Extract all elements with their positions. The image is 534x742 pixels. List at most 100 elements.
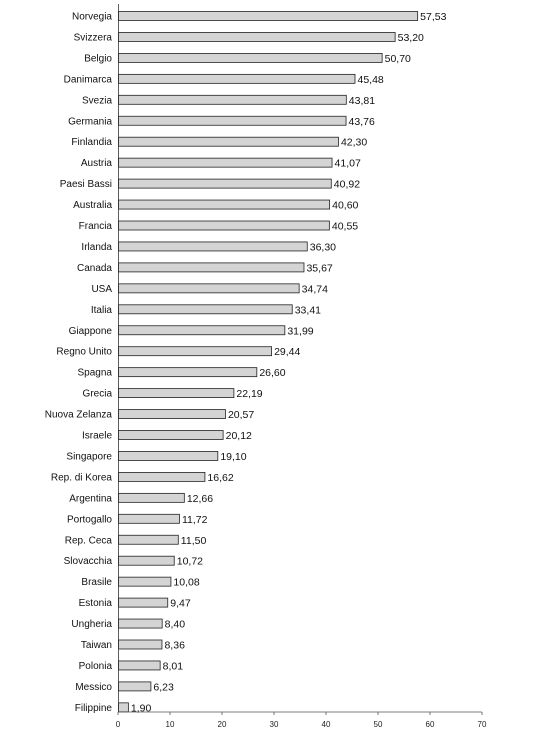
value-label: 8,36 xyxy=(164,640,185,652)
value-label: 43,81 xyxy=(349,95,375,107)
value-label: 29,44 xyxy=(274,346,300,358)
value-label: 43,76 xyxy=(349,116,375,128)
category-label: Austria xyxy=(81,158,113,169)
bar xyxy=(118,11,419,21)
x-axis: 0 10 20 30 40 50 60 70 xyxy=(116,4,487,729)
bar xyxy=(118,639,163,650)
category-label: Germania xyxy=(68,116,112,127)
bar xyxy=(118,409,226,419)
value-label: 8,40 xyxy=(165,619,186,631)
value-label: 45,48 xyxy=(358,74,384,86)
category-label: Polonia xyxy=(79,661,113,672)
category-label: Israele xyxy=(82,431,112,442)
bar xyxy=(118,430,224,440)
bar xyxy=(118,325,286,336)
value-label: 57,53 xyxy=(420,11,446,23)
category-label: Portogallo xyxy=(67,514,112,525)
value-label: 11,50 xyxy=(181,535,207,547)
category-label: Ungheria xyxy=(71,619,112,630)
value-label: 10,72 xyxy=(177,556,203,568)
value-label: 16,62 xyxy=(207,472,233,484)
bar xyxy=(118,136,339,147)
category-label: Svezia xyxy=(82,95,112,106)
category-label: Grecia xyxy=(83,389,113,400)
bar xyxy=(118,492,185,503)
bar xyxy=(118,618,163,629)
category-label: Brasile xyxy=(81,577,112,588)
x-tick-label: 0 xyxy=(116,720,121,729)
category-label: Canada xyxy=(77,263,112,274)
bar xyxy=(118,157,333,168)
bar xyxy=(118,241,308,252)
bar xyxy=(118,304,293,315)
value-label: 8,01 xyxy=(163,660,184,672)
value-label: 6,23 xyxy=(153,681,174,693)
bar xyxy=(118,534,179,545)
bar xyxy=(118,388,235,399)
bar xyxy=(118,367,258,378)
bar xyxy=(118,178,332,189)
value-label: 31,99 xyxy=(287,325,313,337)
category-label: Rep. Ceca xyxy=(65,535,113,546)
bar xyxy=(118,681,152,692)
x-tick-label: 20 xyxy=(218,720,227,729)
value-label: 9,47 xyxy=(170,598,191,610)
x-tick-label: 30 xyxy=(270,720,279,729)
bar xyxy=(118,220,330,231)
category-label: Singapore xyxy=(66,451,112,462)
value-label: 20,57 xyxy=(228,409,254,421)
x-tick-label: 50 xyxy=(374,720,383,729)
bar xyxy=(118,32,396,42)
bar xyxy=(118,53,383,63)
bar xyxy=(118,73,356,84)
bar xyxy=(118,597,169,608)
category-label: Messico xyxy=(75,682,112,693)
value-label: 33,41 xyxy=(295,304,321,316)
x-tick-label: 40 xyxy=(322,720,331,729)
bars-group xyxy=(118,11,419,713)
x-tick-label: 70 xyxy=(478,720,487,729)
x-tick-label: 60 xyxy=(426,720,435,729)
value-label: 36,30 xyxy=(310,241,336,253)
category-label: Rep. di Korea xyxy=(51,472,113,483)
category-label: Slovacchia xyxy=(64,556,113,567)
bar xyxy=(118,283,300,294)
bar xyxy=(118,660,161,671)
category-label: Belgio xyxy=(84,53,112,64)
category-labels-group: Norvegia Svizzera Belgio Danimarca Svezia Ger… xyxy=(45,12,113,714)
bar xyxy=(118,555,175,566)
bar xyxy=(118,576,172,587)
category-label: Filippine xyxy=(75,703,113,714)
category-label: Svizzera xyxy=(74,32,113,43)
value-label: 41,07 xyxy=(335,158,361,170)
category-label: Italia xyxy=(91,305,113,316)
bar xyxy=(118,262,305,273)
value-label: 26,60 xyxy=(259,367,285,379)
category-label: Norvegia xyxy=(72,12,112,23)
category-label: Finlandia xyxy=(71,137,112,148)
value-label: 35,67 xyxy=(306,262,332,274)
category-label: Irlanda xyxy=(81,242,112,253)
value-label: 53,20 xyxy=(398,32,424,44)
value-label: 42,30 xyxy=(341,137,367,149)
bar xyxy=(118,471,206,482)
bar xyxy=(118,702,129,713)
value-label: 1,90 xyxy=(131,702,152,714)
category-label: Estonia xyxy=(79,598,113,609)
value-label: 11,72 xyxy=(182,514,208,526)
value-label: 20,12 xyxy=(226,430,252,442)
value-label: 40,92 xyxy=(334,179,360,191)
bar xyxy=(118,346,272,357)
category-label: Regno Unito xyxy=(56,347,112,358)
bar xyxy=(118,451,219,461)
value-label: 40,60 xyxy=(332,200,358,212)
category-label: Spagna xyxy=(78,368,113,379)
category-label: Francia xyxy=(79,221,113,232)
category-label: Taiwan xyxy=(81,640,112,651)
bar xyxy=(118,94,347,105)
category-label: Danimarca xyxy=(64,74,113,85)
x-tick-label: 10 xyxy=(166,720,175,729)
category-label: Paesi Bassi xyxy=(60,179,112,190)
bar xyxy=(118,115,347,126)
